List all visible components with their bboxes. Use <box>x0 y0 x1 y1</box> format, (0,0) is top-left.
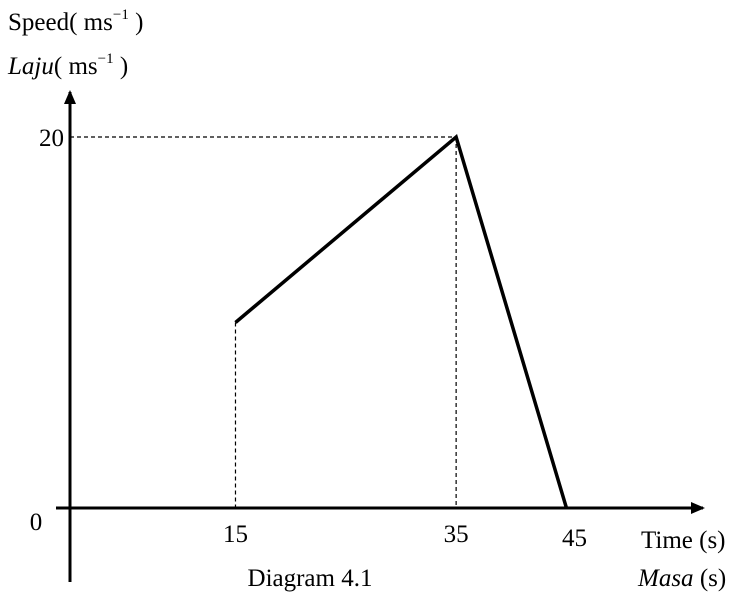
diagram-caption: Diagram 4.1 <box>248 565 373 592</box>
x-axis-label-ms: Masa (s) <box>637 565 726 592</box>
y-tick-label-20: 20 <box>39 125 64 152</box>
speed-series-line <box>235 137 566 508</box>
guide-lines <box>70 137 456 508</box>
x-tick-label-15: 15 <box>223 521 248 548</box>
series-lines <box>235 137 566 508</box>
y-axis-label-ms: Laju( ms−1 ) <box>7 51 128 80</box>
x-tick-label-45: 45 <box>562 525 587 552</box>
y-axis-label-en: Speed( ms−1 ) <box>8 7 143 36</box>
x-tick-label-35: 35 <box>444 521 469 548</box>
origin-label: 0 <box>30 509 43 536</box>
x-axis-label-en: Time (s) <box>641 527 726 554</box>
